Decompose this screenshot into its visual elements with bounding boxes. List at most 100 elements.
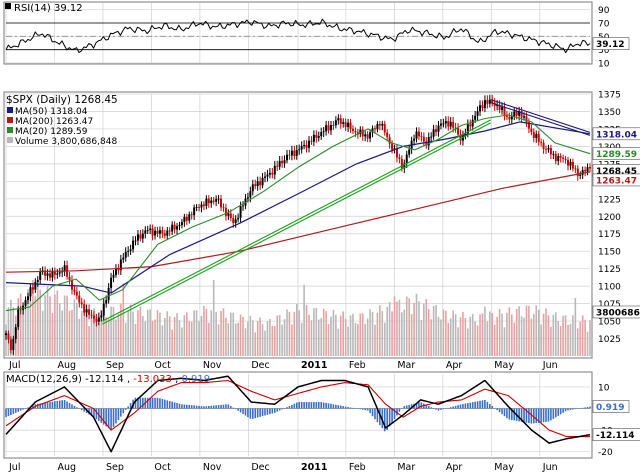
price-body [73, 289, 76, 292]
macd-hist-badge: 0.919 [596, 403, 624, 413]
macd-histogram-bar [254, 408, 257, 419]
volume-bar [27, 289, 29, 356]
price-body [9, 339, 12, 351]
volume-bar [354, 322, 357, 356]
volume-bar [508, 307, 511, 356]
macd-histogram-bar [320, 402, 323, 409]
volume-bar [117, 313, 120, 356]
volume-bar [557, 321, 560, 356]
volume-bar [484, 306, 486, 356]
volume-bar [183, 315, 186, 356]
volume-bar [442, 309, 445, 356]
ma200-line [5, 171, 591, 273]
price-body [188, 214, 191, 221]
rsi-value-badge-box [592, 37, 630, 50]
macd-histogram-bar [322, 402, 325, 409]
volume-bar [491, 313, 494, 356]
volume-bar [73, 298, 76, 356]
volume-bar [325, 311, 327, 356]
volume-bar [567, 324, 569, 356]
price-body [249, 191, 252, 198]
volume-bar [467, 328, 469, 356]
volume-bar [408, 298, 410, 356]
macd-histogram-bar [90, 408, 93, 416]
volume-bar [542, 313, 545, 356]
price-body [452, 121, 455, 128]
volume-bar [36, 283, 39, 356]
price-body [420, 136, 423, 138]
price-body [200, 204, 203, 208]
volume-bar [501, 313, 503, 356]
macd-histogram-bar [93, 408, 95, 418]
price-body [476, 111, 479, 116]
x-tick-label-macd: Sep [106, 462, 124, 473]
price-bars [5, 94, 591, 355]
macd-histogram-bar [36, 403, 39, 409]
trendline-support [102, 119, 491, 322]
macd-histogram-bar [247, 408, 249, 418]
price-y-tick: 1225 [598, 195, 621, 205]
macd-y-tick: 10 [598, 383, 610, 393]
price-body [7, 333, 10, 340]
price-body [395, 148, 398, 158]
volume-bar [552, 314, 555, 356]
macd-histogram-bar [27, 407, 29, 409]
macd-histogram-bar [445, 408, 447, 410]
macd-histogram-bar [401, 408, 403, 409]
price-body [356, 132, 359, 135]
volume-bar [335, 314, 337, 356]
macd-histogram-bar [256, 408, 259, 418]
volume-bar [10, 299, 12, 356]
volume-bar [161, 325, 164, 356]
macd-histogram-bar [383, 408, 386, 432]
volume-bar [405, 296, 408, 356]
volume-bar [440, 319, 442, 356]
price-body [442, 123, 445, 125]
volume-bar [457, 327, 459, 356]
macd-histogram-bar [420, 402, 423, 409]
price-body [498, 104, 501, 111]
macd-histogram-bar [589, 406, 591, 409]
volume-bar [24, 306, 27, 356]
macd-histogram-bar [449, 407, 452, 409]
macd-histogram-bar [61, 400, 64, 409]
volume-bar [205, 308, 208, 356]
price-body [232, 218, 235, 224]
macd-histogram-bar [520, 408, 523, 422]
volume-bar [452, 310, 454, 356]
macd-histogram-bar [190, 405, 193, 409]
price-body [322, 131, 325, 133]
volume-bar [212, 280, 215, 356]
volume-bar [423, 303, 425, 356]
macd-histogram-bar [56, 400, 59, 409]
macd-histogram-bar [102, 408, 105, 425]
volume-bar [215, 311, 217, 356]
volume-bar [288, 311, 291, 356]
price-body [501, 106, 504, 111]
macd-histogram-bar [432, 408, 435, 409]
volume-bar [506, 312, 508, 356]
macd-histogram-bar [352, 407, 354, 409]
volume-bar [195, 310, 198, 356]
macd-histogram-bar [344, 406, 347, 409]
macd-histogram-bar [391, 408, 393, 423]
price-body [300, 146, 303, 150]
price-body [83, 304, 86, 313]
price-body [542, 142, 545, 149]
price-body [136, 234, 139, 241]
macd-histogram-bar [572, 408, 574, 410]
price-body [212, 200, 215, 202]
macd-histogram-bar [110, 408, 112, 431]
volume-bar [276, 315, 279, 356]
macd-histogram-bar [203, 406, 205, 409]
x-tick-label-macd: Dec [251, 462, 269, 473]
volume-bar [144, 321, 147, 356]
volume-bar [281, 324, 283, 356]
macd-histogram-bar [403, 406, 406, 409]
volume-bar [200, 315, 203, 356]
price-body [437, 125, 440, 132]
price-body [85, 309, 88, 313]
price-body [237, 217, 240, 220]
price-body [53, 271, 56, 275]
price-body [461, 135, 464, 141]
